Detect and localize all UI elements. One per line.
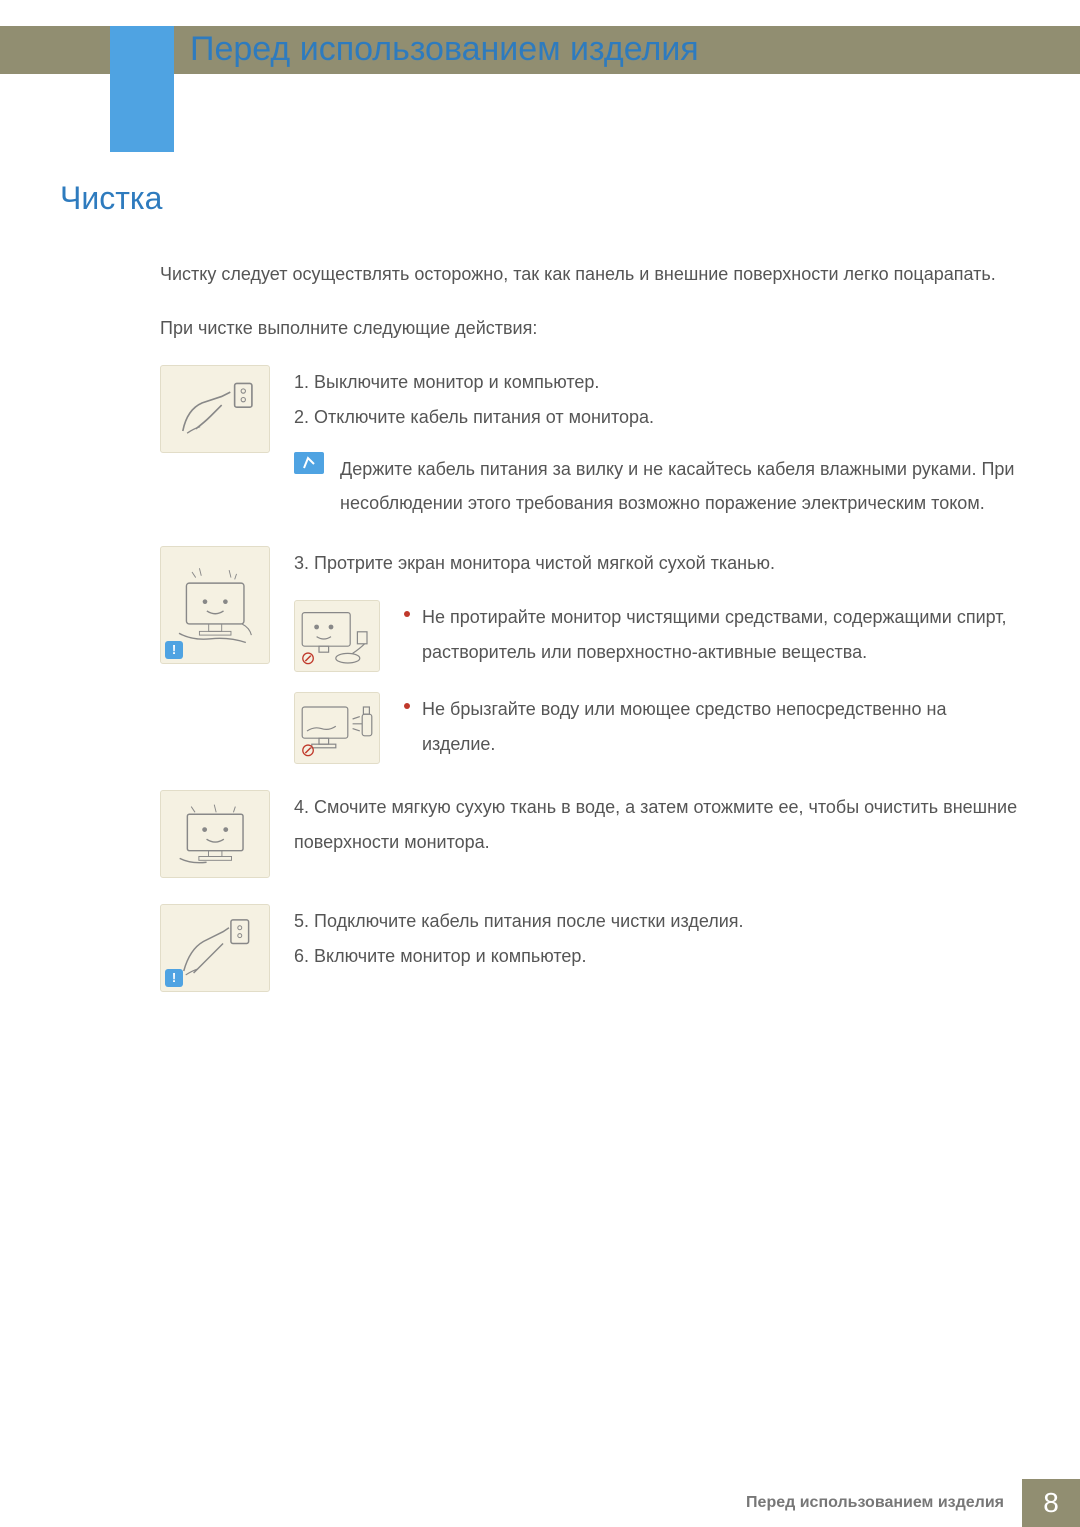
note-1-text: Держите кабель питания за вилку и не кас… [340, 452, 1020, 520]
page-content: Чистка Чистку следует осуществлять остор… [0, 150, 1080, 992]
step-4-text: 4. Смочите мягкую сухую ткань в воде, а … [294, 790, 1020, 858]
step-3-text: 3. Протрите экран монитора чистой мягкой… [294, 546, 1020, 580]
intro-text-2: При чистке выполните следующие действия: [160, 311, 1020, 345]
section-title: Чистка [60, 180, 1020, 217]
bullet-dot [404, 611, 410, 617]
info-badge: ! [165, 969, 183, 987]
illustration-plug-in: ! [160, 904, 270, 992]
step-row-3: ! 3. Протрите экран монитора чистой мягк… [160, 546, 1020, 764]
step-6-text: 6. Включите монитор и компьютер. [294, 939, 1020, 973]
sub-row-chemicals: Не протирайте монитор чистящими средства… [294, 600, 1020, 672]
note-row-1: Держите кабель питания за вилку и не кас… [294, 452, 1020, 520]
bullet-item-2: Не брызгайте воду или моющее средство не… [404, 692, 1020, 760]
footer-label: Перед использованием изделия [746, 1479, 1022, 1527]
sub-row-spray: Не брызгайте воду или моющее средство не… [294, 692, 1020, 764]
illustration-damp-cloth [160, 790, 270, 878]
step-row-1: 1. Выключите монитор и компьютер. 2. Отк… [160, 365, 1020, 520]
wipe-screen-icon [172, 559, 258, 652]
illustration-wipe-screen: ! [160, 546, 270, 664]
prohibit-badge [299, 649, 317, 667]
chapter-title: Перед использованием изделия [190, 30, 699, 69]
info-badge: ! [165, 641, 183, 659]
step-3-col: 3. Протрите экран монитора чистой мягкой… [294, 546, 1020, 764]
plug-hand-icon [172, 375, 258, 444]
illustration-no-spray [294, 692, 380, 764]
illustration-unplug-hand [160, 365, 270, 453]
plug-in-icon [172, 914, 258, 983]
step-1-text: 1. Выключите монитор и компьютер. [294, 365, 1020, 399]
bullet-2-text: Не брызгайте воду или моющее средство не… [422, 692, 1020, 760]
step-row-5: ! 5. Подключите кабель питания после чис… [160, 904, 1020, 992]
intro-text-1: Чистку следует осуществлять осторожно, т… [160, 257, 1020, 291]
step-5-6-col: 5. Подключите кабель питания после чистк… [294, 904, 1020, 972]
bullet-1-text: Не протирайте монитор чистящими средства… [422, 600, 1020, 668]
bullet-item-1: Не протирайте монитор чистящими средства… [404, 600, 1020, 668]
step-5-text: 5. Подключите кабель питания после чистк… [294, 904, 1020, 938]
damp-cloth-icon [172, 800, 258, 869]
step-row-4: 4. Смочите мягкую сухую ткань в воде, а … [160, 790, 1020, 878]
illustration-no-chemicals [294, 600, 380, 672]
note-icon [294, 452, 324, 474]
prohibit-badge [299, 741, 317, 759]
step-1-2-col: 1. Выключите монитор и компьютер. 2. Отк… [294, 365, 1020, 520]
footer-page-number: 8 [1022, 1479, 1080, 1527]
page-footer: Перед использованием изделия 8 [0, 1479, 1080, 1527]
bullet-dot [404, 703, 410, 709]
page-header: Перед использованием изделия [0, 0, 1080, 150]
step-2-text: 2. Отключите кабель питания от монитора. [294, 400, 1020, 434]
header-blue-tab [110, 26, 174, 152]
